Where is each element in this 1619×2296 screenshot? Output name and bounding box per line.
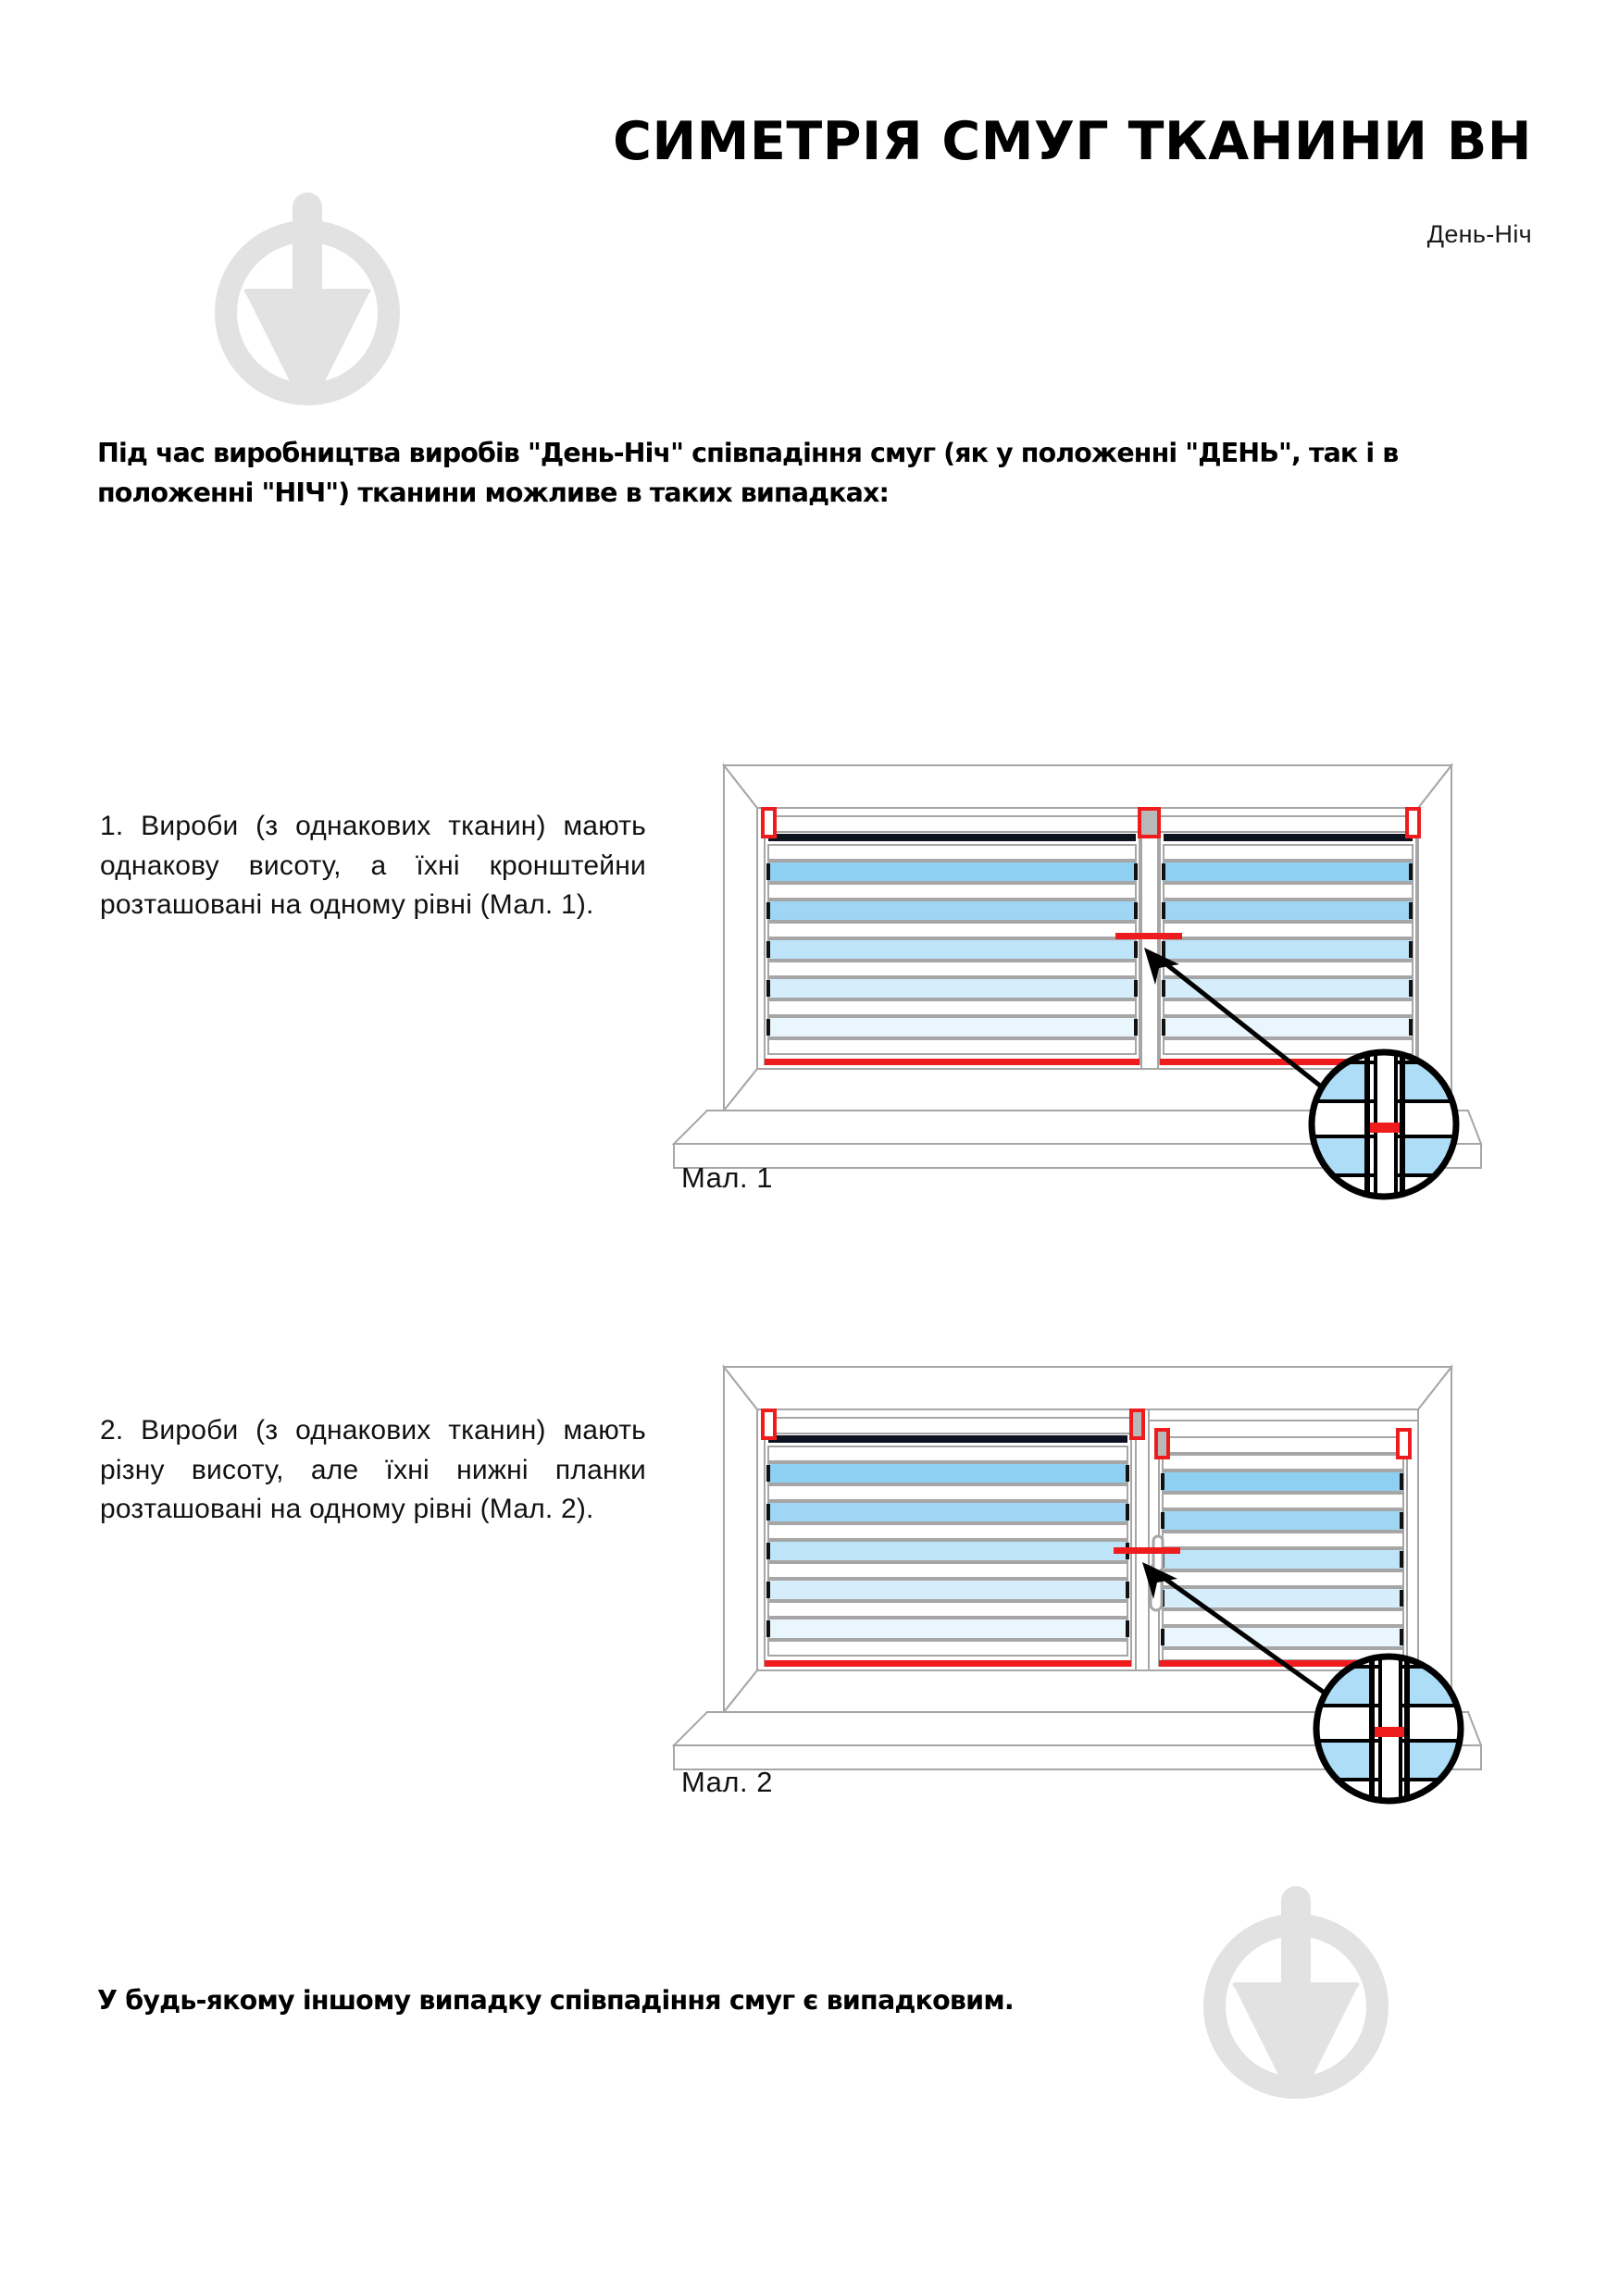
mounting-brackets xyxy=(761,1409,1412,1459)
blind-right xyxy=(1158,1436,1408,1667)
intro-paragraph: Під час виробництва виробів "День-Ніч" с… xyxy=(97,438,1399,509)
stripe-alignment-marker-1 xyxy=(1115,933,1182,939)
page-subtitle: День-Ніч xyxy=(1426,220,1532,248)
window-diagram-1 xyxy=(648,713,1483,1200)
blind-left xyxy=(764,815,1140,1065)
blind-right-stripes xyxy=(1161,1454,1404,1661)
bottom-rail-left xyxy=(765,1059,1140,1065)
blind-right xyxy=(1159,815,1417,1065)
blind-left-stripes xyxy=(766,844,1138,1055)
window-sill xyxy=(671,1711,1483,1770)
trowel-in-circle-icon xyxy=(215,192,400,405)
figure-1-caption: Мал. 1 xyxy=(681,1161,773,1194)
stripe-alignment-marker-2 xyxy=(1114,1547,1180,1554)
window-mullion xyxy=(1135,1409,1150,1671)
mounting-brackets xyxy=(761,807,1421,838)
bottom-rail-left xyxy=(765,1660,1131,1667)
magnifier-detail-2 xyxy=(1313,1653,1464,1805)
step-2-text: 2. Вироби (з однакових тканин) мають різ… xyxy=(100,1415,646,1525)
window-sill xyxy=(671,1110,1483,1169)
blind-left-stripes xyxy=(766,1446,1129,1657)
window-illustration-different-height xyxy=(671,1364,1483,1805)
blind-right-stripes xyxy=(1162,844,1414,1055)
watermark-logo-top xyxy=(215,174,400,452)
figure-2-caption: Мал. 2 xyxy=(681,1766,773,1798)
step-1-text: 1. Вироби (з однакових тканин) мають одн… xyxy=(100,811,646,921)
window-diagram-2 xyxy=(648,1314,1483,1805)
window-illustration-equal-height xyxy=(671,763,1483,1200)
page-title: СИМЕТРІЯ СМУГ ТКАНИНИ ВН xyxy=(613,111,1532,172)
blind-left xyxy=(764,1417,1132,1667)
callout-arrow-2 xyxy=(1142,1562,1353,1715)
magnifier-detail-1 xyxy=(1308,1049,1460,1200)
footer-note: У будь-якому іншому випадку співпадіння … xyxy=(97,1985,1015,2016)
